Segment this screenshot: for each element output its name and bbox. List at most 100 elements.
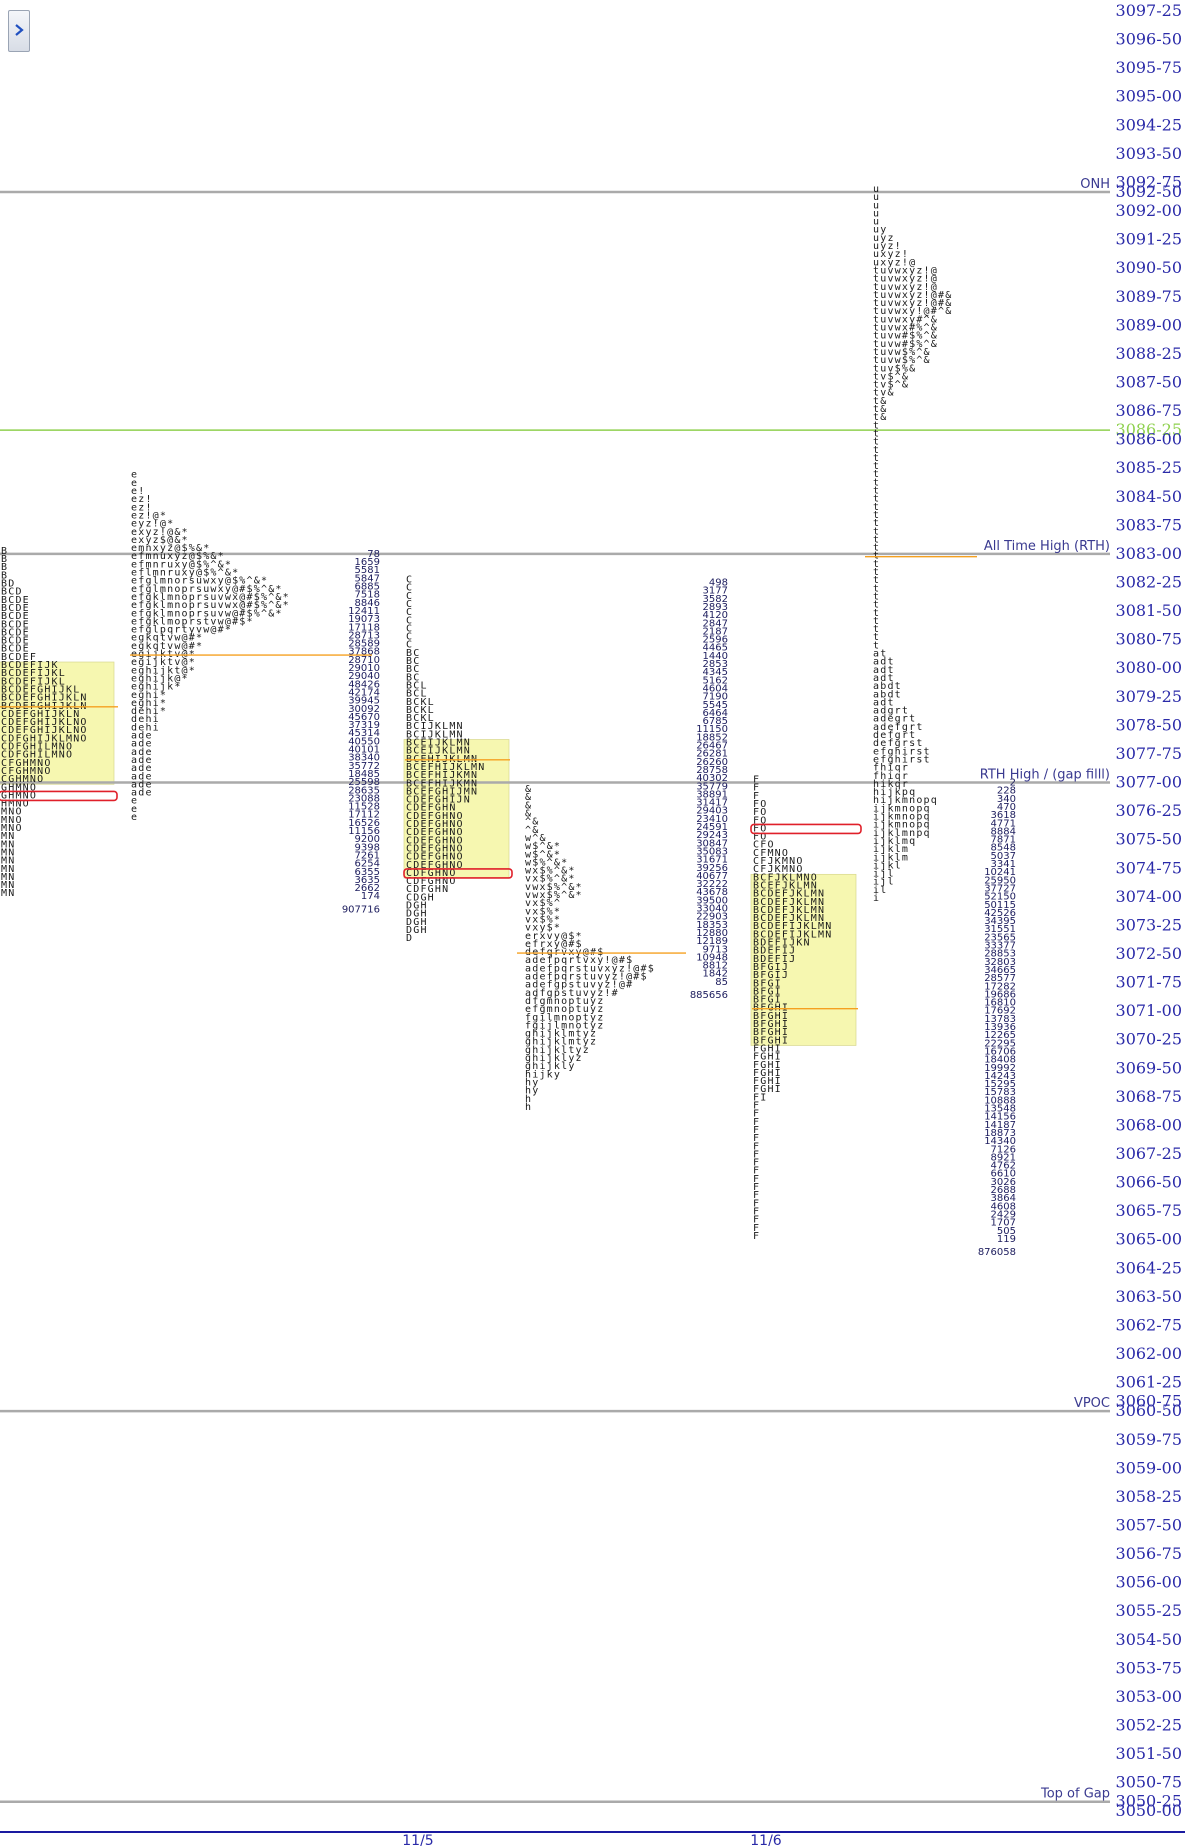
tpo-row: BCKL: [406, 705, 435, 716]
tpo-row: vwx$%^&*: [525, 882, 583, 893]
volume-total: 907716: [342, 904, 380, 915]
tpo-row: FO: [753, 799, 767, 810]
tpo-row: C: [406, 583, 413, 594]
value-area: [750, 873, 857, 1046]
tpo-row: BCDE: [1, 603, 30, 614]
tpo-row: adefpqrstuvyz!@#$: [525, 972, 648, 983]
tpo-row: BCFJKLMNO: [753, 872, 818, 883]
tpo-row: efrxy@#$: [525, 939, 583, 950]
tpo-row: CDFGHNO: [406, 876, 457, 887]
volume-at-price: 2596: [703, 635, 728, 646]
tpo-row: BDEFIJ: [753, 946, 796, 957]
tpo-row: BCDE: [1, 636, 30, 647]
volume-at-price: 40677: [696, 871, 728, 882]
volume-at-price: 52150: [984, 892, 1016, 903]
expand-panel-button[interactable]: [8, 10, 30, 52]
price-tick-label: 3088-25: [1116, 344, 1182, 363]
tpo-row: BC: [406, 664, 420, 675]
tpo-row: ijl: [873, 869, 895, 880]
price-tick-label: 3069-50: [1116, 1058, 1182, 1077]
tpo-row: BCEIJKLMN: [406, 738, 471, 749]
price-tick-label: 3060-75: [1116, 1392, 1182, 1411]
tpo-row: t: [873, 640, 880, 651]
tpo-row: F: [753, 1231, 760, 1242]
tpo-row: BC: [406, 672, 420, 683]
tpo-row: t: [873, 437, 880, 448]
tpo-row: BCIJKLMN: [406, 721, 464, 732]
tpo-row: tuvw#$%^&: [873, 331, 938, 342]
tpo-row: h: [525, 1102, 532, 1113]
tpo-row: FO: [753, 832, 767, 843]
volume-at-price: 11528: [348, 802, 380, 813]
tpo-row: efmnruxy@$%^&*: [131, 559, 232, 570]
volume-at-price: 4771: [991, 818, 1016, 829]
tpo-row: MN: [1, 831, 15, 842]
volume-at-price: 12411: [348, 606, 380, 617]
tpo-row: tuvwxy#^&: [873, 314, 938, 325]
tpo-row: &: [525, 800, 532, 811]
tpo-row: C: [406, 632, 413, 643]
tpo-row: FGHI: [753, 1068, 782, 1079]
tpo-row: C: [406, 615, 413, 626]
tpo-row: F: [753, 1125, 760, 1136]
price-tick-label: 3087-50: [1116, 372, 1182, 391]
tpo-row: ade: [131, 731, 153, 742]
tpo-row: w$%^&*: [525, 857, 568, 868]
tpo-row: FO: [753, 823, 767, 834]
price-tick-label: 3067-25: [1116, 1144, 1182, 1163]
volume-at-price: 14156: [984, 1112, 1016, 1123]
volume-at-price: 37319: [348, 720, 380, 731]
tpo-row: CDEFGHN: [406, 803, 457, 814]
tpo-row: u: [873, 184, 880, 195]
tpo-row: MN: [1, 864, 15, 875]
tpo-row: BFGI: [753, 978, 782, 989]
tpo-row: efmnuxyz@$%&*: [131, 551, 225, 562]
price-tick-label: 3065-00: [1116, 1230, 1182, 1249]
tpo-row: C: [406, 607, 413, 618]
tpo-row: BCDEFJKLMN: [753, 889, 825, 900]
price-tick-label: 3092-00: [1116, 201, 1182, 220]
tpo-row: t: [873, 502, 880, 513]
volume-at-price: 340: [997, 794, 1016, 805]
tpo-row: efglpqrtyvw@#*: [131, 625, 232, 636]
price-tick-label: 3061-25: [1116, 1373, 1182, 1392]
tpo-row: ghijklmtyz: [525, 1029, 597, 1040]
tpo-row: t: [873, 445, 880, 456]
tpo-row: BDEFIJKN: [753, 938, 811, 949]
tpo-row: BCDE: [1, 644, 30, 655]
tpo-row: CDEFGHNO: [406, 835, 464, 846]
volume-at-price: 16810: [984, 998, 1016, 1009]
tpo-row: ade: [131, 755, 153, 766]
volume-at-price: 22295: [984, 1038, 1016, 1049]
tpo-row: MNO: [1, 807, 23, 818]
volume-columns: 7816595581584768857518884612411190731711…: [342, 549, 1016, 1258]
tpo-row: abdt: [873, 689, 902, 700]
tpo-row: ijkmnopq: [873, 820, 931, 831]
tpo-row: BCDEFIJK: [1, 660, 59, 671]
price-tick-label: 3079-25: [1116, 687, 1182, 706]
volume-at-price: 42526: [984, 908, 1016, 919]
volume-at-price: 28710: [348, 655, 380, 666]
tpo-row: e: [131, 804, 138, 815]
price-tick-label: 3092-75: [1116, 172, 1182, 191]
price-axis: 3097-25 3096-50 3095-75 3095-00 3094-25 3093-…: [1116, 1, 1182, 1820]
volume-at-price: 10241: [984, 867, 1016, 878]
tpo-row: FGHI: [753, 1060, 782, 1071]
volume-at-price: 6610: [991, 1169, 1016, 1180]
tpo-row: ijklmq: [873, 836, 916, 847]
reference-level-label: ONH: [1080, 177, 1110, 192]
tpo-row: HMNO: [1, 799, 30, 810]
tpo-row: CDEFGHIJKLNO: [1, 725, 88, 736]
volume-at-price: 25598: [348, 777, 380, 788]
tpo-row: t: [873, 575, 880, 586]
volume-at-price: 1440: [703, 651, 728, 662]
volume-at-price: 26281: [696, 749, 728, 760]
tpo-row: F: [753, 1174, 760, 1185]
price-tick-label: 3050-75: [1116, 1773, 1182, 1792]
volume-at-price: 13783: [984, 1014, 1016, 1025]
volume-at-price: 23088: [348, 793, 380, 804]
tpo-row: w$^&*: [525, 849, 561, 860]
tpo-row: BCDE: [1, 619, 30, 630]
volume-at-price: 32803: [984, 957, 1016, 968]
tpo-row: MN: [1, 839, 15, 850]
